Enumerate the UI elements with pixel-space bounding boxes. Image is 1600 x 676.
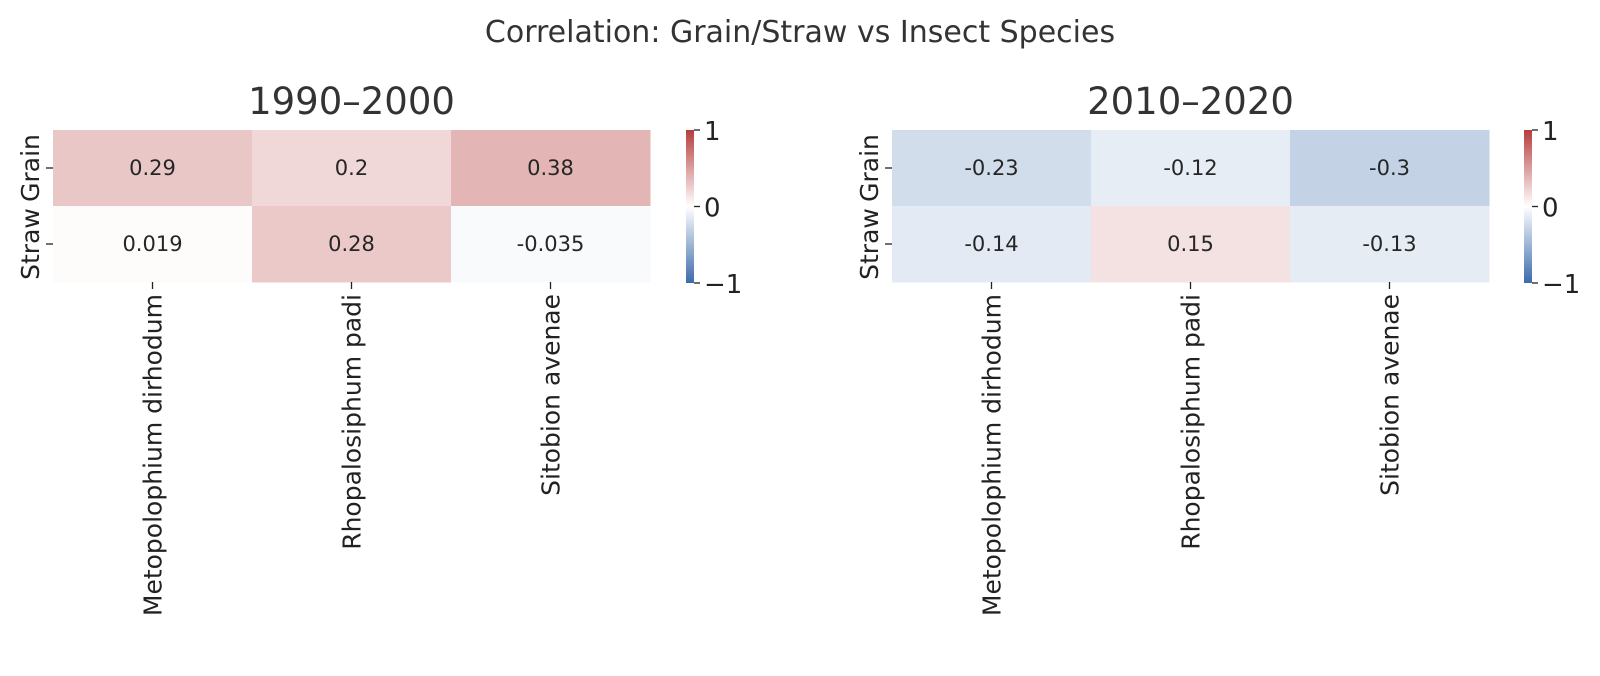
colorbar: 1 0 −1	[686, 117, 742, 300]
heatmap-panel-1: 1990–2000 0.29 0.2 0.38 0.019 0.28 -0.035 Metop…	[16, 80, 742, 616]
x-tick-label: Sitobion avenae	[537, 294, 566, 496]
cell-value-label: 0.15	[1167, 232, 1214, 256]
cell-value-label: -0.3	[1369, 156, 1410, 180]
cell-value-label: 0.019	[122, 232, 182, 256]
heatmap-panels: 1990–2000 0.29 0.2 0.38 0.019 0.28 -0.035 Metop…	[16, 80, 1580, 616]
colorbar-tick-label: 1	[1542, 117, 1559, 147]
y-tick-label: Grain	[16, 134, 45, 202]
heatmap-cell	[451, 206, 651, 283]
cell-value-label: 0.38	[527, 156, 574, 180]
x-tick-label: Rhopalosiphum padi	[1177, 294, 1206, 550]
x-tick-label: Metopolophium dirhodum	[978, 294, 1007, 616]
heatmap-cell	[1290, 130, 1490, 207]
colorbar-tick-label: 0	[1542, 194, 1559, 224]
cell-value-label: -0.035	[517, 232, 585, 256]
cell-value-label: 0.29	[129, 156, 176, 180]
cell-value-label: -0.12	[1163, 156, 1217, 180]
cell-value-label: -0.23	[964, 156, 1018, 180]
heatmap-cell	[892, 130, 1092, 207]
colorbar-gradient	[1524, 130, 1532, 283]
heatmap-cell	[252, 206, 452, 283]
heatmap-cell	[252, 130, 452, 207]
panel-title: 1990–2000	[248, 80, 455, 123]
colorbar-tick-label: −1	[1542, 270, 1580, 300]
x-tick-label: Sitobion avenae	[1376, 294, 1405, 496]
y-tick-label: Straw	[855, 208, 884, 280]
heatmap-cell	[53, 130, 253, 207]
cell-value-label: 0.2	[335, 156, 368, 180]
heatmap-panel-2: 2010–2020 -0.23 -0.12 -0.3 -0.14 0.15 -0.13 Met…	[855, 80, 1580, 616]
heatmap-cell	[892, 206, 1092, 283]
heatmap-cell	[451, 130, 651, 207]
colorbar-tick-label: 0	[704, 194, 721, 224]
y-tick-label: Grain	[855, 134, 884, 202]
cell-value-label: -0.13	[1362, 232, 1416, 256]
heatmap-cell	[1091, 130, 1291, 207]
colorbar-tick-label: −1	[704, 270, 742, 300]
figure-title: Correlation: Grain/Straw vs Insect Speci…	[485, 15, 1115, 50]
cell-value-label: 0.28	[328, 232, 375, 256]
y-tick-label: Straw	[16, 208, 45, 280]
cell-value-label: -0.14	[964, 232, 1018, 256]
colorbar-tick-label: 1	[704, 117, 721, 147]
colorbar-gradient	[686, 130, 694, 283]
x-tick-label: Metopolophium dirhodum	[139, 294, 168, 616]
colorbar: 1 0 −1	[1524, 117, 1580, 300]
panel-title: 2010–2020	[1087, 80, 1294, 123]
heatmap-cell	[53, 206, 253, 283]
heatmap-cell	[1290, 206, 1490, 283]
x-tick-label: Rhopalosiphum padi	[338, 294, 367, 550]
heatmap-cell	[1091, 206, 1291, 283]
